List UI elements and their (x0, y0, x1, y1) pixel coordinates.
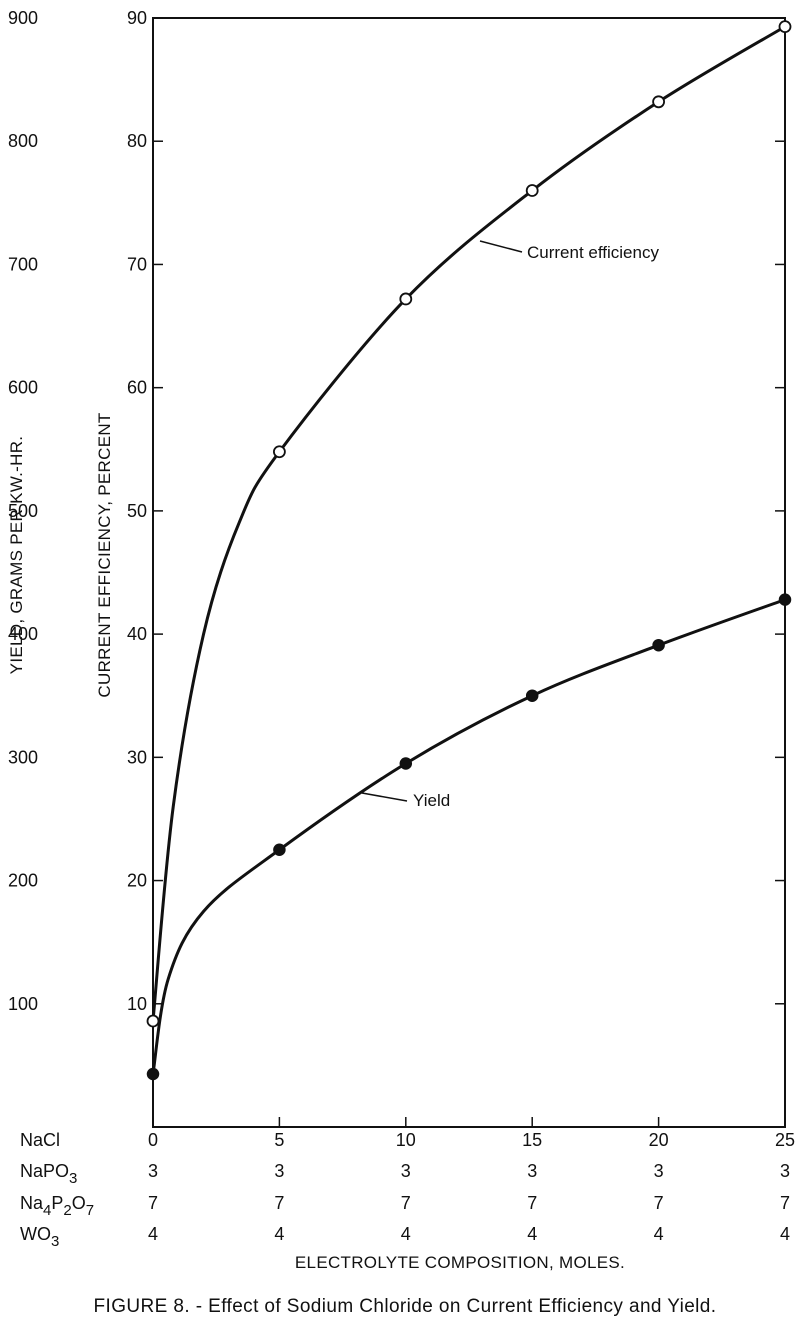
y-tick-label-efficiency: 40 (127, 624, 147, 644)
row-label-main: P (51, 1193, 63, 1213)
y-tick-label-efficiency: 50 (127, 501, 147, 521)
leader-current-efficiency (479, 240, 523, 253)
row-label-main: Na (20, 1193, 44, 1213)
composition-cell: 3 (780, 1161, 790, 1181)
point-current-efficiency (146, 1014, 160, 1028)
row-label-subscript: 4 (43, 1202, 51, 1219)
point-current-efficiency (652, 95, 665, 109)
composition-cell: 7 (780, 1193, 790, 1213)
row-label-main: WO (20, 1224, 51, 1244)
row-label-subscript: 3 (51, 1233, 59, 1250)
y-tick-label-yield: 300 (8, 747, 38, 767)
series-layer (151, 25, 786, 1075)
y-tick-label-efficiency: 90 (127, 8, 147, 28)
composition-cell: 4 (527, 1224, 537, 1244)
y-tick-label-yield: 100 (8, 994, 38, 1014)
y-tick-label-yield: 500 (8, 501, 38, 521)
composition-cell: 5 (274, 1130, 284, 1150)
point-current-efficiency (399, 292, 413, 306)
composition-cell: 15 (522, 1130, 542, 1150)
composition-cell: 20 (649, 1130, 669, 1150)
y-tick-label-efficiency: 30 (127, 747, 147, 767)
y-tick-label-yield: 600 (8, 378, 38, 398)
point-current-efficiency (778, 20, 792, 34)
y-axis-title-yield: YIELD, GRAMS PER KW.-HR. (7, 436, 26, 675)
composition-row-label: NaCl (20, 1130, 60, 1150)
composition-row-label: WO3 (20, 1224, 59, 1250)
series-label-current-efficiency: Current efficiency (527, 243, 659, 262)
y-tick-label-efficiency: 80 (127, 131, 147, 151)
composition-cell: 4 (274, 1224, 284, 1244)
composition-cell: 7 (148, 1193, 158, 1213)
composition-row-label: Na4P2O7 (20, 1193, 94, 1219)
plot-frame (152, 17, 786, 1128)
composition-cell: 7 (527, 1193, 537, 1213)
figure-caption: FIGURE 8. - Effect of Sodium Chloride on… (94, 1296, 717, 1317)
composition-cell: 25 (775, 1130, 795, 1150)
composition-cell: 7 (401, 1193, 411, 1213)
y-axis-title-efficiency: CURRENT EFFICIENCY, PERCENT (95, 412, 114, 697)
y-tick-label-efficiency: 70 (127, 254, 147, 274)
point-yield (273, 843, 286, 856)
point-yield (146, 1067, 160, 1081)
axes-layer (152, 17, 786, 1128)
point-yield (652, 638, 665, 652)
y-tick-label-efficiency: 60 (127, 378, 147, 398)
composition-cell: 3 (527, 1161, 537, 1181)
composition-cell: 3 (401, 1161, 411, 1181)
composition-cell: 3 (274, 1161, 284, 1181)
composition-cell: 10 (396, 1130, 416, 1150)
composition-cell: 0 (148, 1130, 158, 1150)
composition-cell: 3 (148, 1161, 158, 1181)
row-label-subscript: 3 (69, 1170, 77, 1187)
ticks-layer: 100 200 300 400 500 600 700 800 900 10 20 30 40 50 60 7… (8, 8, 786, 1127)
leader-yield (361, 792, 408, 802)
point-current-efficiency (525, 184, 539, 197)
composition-cell: 4 (401, 1224, 411, 1244)
composition-cell: 4 (780, 1224, 790, 1244)
row-label-subscript: 2 (63, 1202, 71, 1219)
composition-cell: 7 (654, 1193, 664, 1213)
y-tick-label-yield: 200 (8, 871, 38, 891)
composition-row-label: NaPO3 (20, 1161, 77, 1187)
composition-cell: 4 (654, 1224, 664, 1244)
y-tick-label-yield: 700 (8, 254, 38, 274)
composition-cell: 4 (148, 1224, 158, 1244)
row-label-subscript: 7 (86, 1202, 94, 1219)
point-yield (399, 757, 413, 770)
point-current-efficiency (272, 445, 286, 459)
y-tick-label-efficiency: 10 (127, 994, 147, 1014)
composition-cell: 3 (654, 1161, 664, 1181)
row-label-main: NaCl (20, 1130, 60, 1150)
y-tick-label-yield: 900 (8, 8, 38, 28)
line-yield (151, 598, 786, 1075)
y-tick-label-yield: 800 (8, 131, 38, 151)
line-current-efficiency (151, 25, 786, 1022)
series-label-yield: Yield (413, 791, 450, 810)
y-tick-label-yield: 400 (8, 624, 38, 644)
marks-layer (146, 20, 792, 1081)
row-label-main: NaPO (20, 1161, 69, 1181)
y-tick-label-efficiency: 20 (127, 871, 147, 891)
composition-cell: 7 (274, 1193, 284, 1213)
point-yield (778, 593, 792, 606)
point-yield (525, 689, 539, 702)
x-axis-title: ELECTROLYTE COMPOSITION, MOLES. (295, 1253, 625, 1272)
row-label-main: O (72, 1193, 86, 1213)
